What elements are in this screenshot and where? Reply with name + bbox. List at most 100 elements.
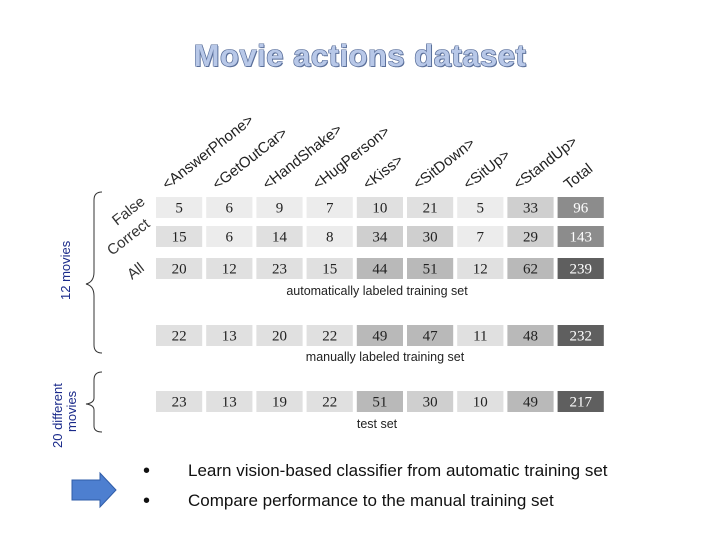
auto-row-value: 15: [322, 262, 337, 278]
manual-row-value: 22: [172, 329, 187, 345]
auto-row-cell: [457, 197, 504, 218]
test-row-cell: [457, 391, 504, 412]
test-row-value: 19: [272, 395, 287, 411]
test-row-cell: [206, 391, 253, 412]
auto-row-cell: [407, 258, 454, 279]
auto-row-value: 15: [172, 230, 187, 246]
auto-caption: automatically labeled training set: [286, 284, 468, 298]
test-row-cell: [557, 391, 604, 412]
manual-row-cell: [407, 325, 454, 346]
auto-row-cell: [457, 258, 504, 279]
auto-row-cell: [356, 258, 403, 279]
manual-row-cell: [156, 325, 203, 346]
auto-row-cell: [557, 226, 604, 247]
test-row-value: 22: [322, 395, 337, 411]
test-row-value: 13: [222, 395, 237, 411]
auto-row-cell: [507, 226, 554, 247]
bullet-dot-icon: •: [143, 490, 151, 512]
test-row-cell: [256, 391, 303, 412]
auto-row-value: 34: [372, 230, 388, 246]
manual-row-cell: [306, 325, 353, 346]
auto-row-value: 10: [372, 201, 387, 217]
bracket-20-movies: [85, 371, 103, 433]
auto-row-cell: [306, 226, 353, 247]
auto-row-cell: [256, 197, 303, 218]
auto-row-value: 6: [226, 201, 234, 217]
test-row-cell: [507, 391, 554, 412]
manual-row-value: 11: [473, 329, 487, 345]
test-row-value: 30: [423, 395, 438, 411]
manual-row-cell: [557, 325, 604, 346]
test-row-cell: [407, 391, 454, 412]
side-label-12-movies: 12 movies: [58, 240, 73, 300]
test-row-value: 49: [523, 395, 538, 411]
manual-row-cell: [356, 325, 403, 346]
test-row-value: 51: [372, 395, 387, 411]
manual-row-cell: [507, 325, 554, 346]
auto-row-cell: [306, 197, 353, 218]
auto-row-value: 23: [272, 262, 287, 278]
column-header: Total: [561, 160, 596, 193]
auto-row-value: 30: [423, 230, 438, 246]
auto-row-cell: [457, 226, 504, 247]
test-row-value: 10: [473, 395, 488, 411]
auto-row-value: 21: [423, 201, 438, 217]
bullet-list: • Learn vision-based classifier from aut…: [140, 458, 710, 518]
bullet-item: • Compare performance to the manual trai…: [140, 488, 710, 518]
column-header: <AnswerPhone>: [159, 111, 257, 193]
auto-row-cell: [507, 258, 554, 279]
manual-row-cell: [256, 325, 303, 346]
test-row-cell: [356, 391, 403, 412]
auto-row-value: 12: [473, 262, 488, 278]
auto-row-value: 7: [326, 201, 334, 217]
auto-row-cell: [156, 258, 203, 279]
auto-row-cell: [407, 197, 454, 218]
auto-row-cell: [407, 226, 454, 247]
test-caption: test set: [357, 417, 398, 431]
auto-row-cell: [557, 258, 604, 279]
bullet-text: Learn vision-based classifier from autom…: [188, 461, 608, 480]
auto-row-value: 12: [222, 262, 237, 278]
manual-row-value: 22: [322, 329, 337, 345]
auto-row-value: 7: [477, 230, 485, 246]
manual-row-value: 47: [423, 329, 439, 345]
auto-row-cell: [156, 197, 203, 218]
auto-row-cell: [306, 258, 353, 279]
auto-row-value: 143: [569, 230, 592, 246]
auto-row-value: 29: [523, 230, 538, 246]
auto-row-cell: [206, 197, 253, 218]
auto-row-value: 44: [372, 262, 388, 278]
side-label-20-movies: movies: [64, 390, 79, 432]
auto-row-value: 5: [477, 201, 485, 217]
test-row-cell: [156, 391, 203, 412]
auto-row-cell: [356, 226, 403, 247]
manual-row-value: 232: [569, 329, 592, 345]
test-row-value: 217: [569, 395, 592, 411]
auto-row-cell: [507, 197, 554, 218]
manual-row-cell: [206, 325, 253, 346]
auto-row-value: 33: [523, 201, 538, 217]
manual-row-value: 13: [222, 329, 237, 345]
auto-row-value: 62: [523, 262, 538, 278]
auto-row-value: 96: [573, 201, 589, 217]
auto-row-value: 239: [569, 262, 592, 278]
bullet-text: Compare performance to the manual traini…: [188, 491, 554, 510]
bullet-item: • Learn vision-based classifier from aut…: [140, 458, 710, 488]
auto-row-cell: [206, 258, 253, 279]
bracket-12-movies: [85, 191, 103, 354]
column-header: <Kiss>: [360, 151, 407, 193]
test-row-value: 23: [172, 395, 187, 411]
auto-row-cell: [256, 258, 303, 279]
auto-row-cell: [156, 226, 203, 247]
auto-row-cell: [356, 197, 403, 218]
auto-row-cell: [256, 226, 303, 247]
manual-row-value: 49: [372, 329, 387, 345]
arrow-icon: [71, 471, 117, 509]
auto-row-value: 20: [172, 262, 187, 278]
manual-caption: manually labeled training set: [306, 350, 465, 364]
manual-row-cell: [457, 325, 504, 346]
auto-row-cell: [206, 226, 253, 247]
auto-row-value: 6: [226, 230, 234, 246]
auto-row-value: 9: [276, 201, 284, 217]
